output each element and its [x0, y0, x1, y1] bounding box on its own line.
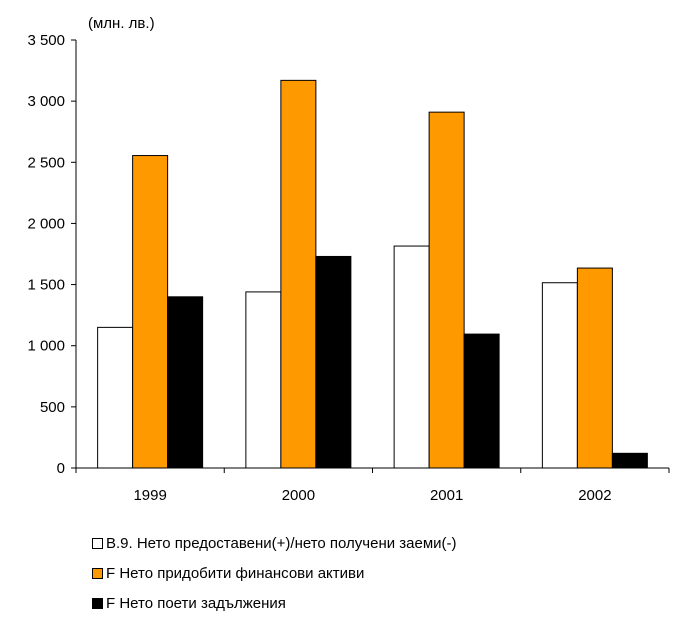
legend-label: F Нето поети задължения	[106, 594, 286, 612]
y-tick-label: 1 500	[27, 277, 65, 294]
bar	[280, 79, 317, 469]
legend-swatch-icon	[92, 537, 103, 549]
unit-label: (млн. лв.)	[88, 15, 155, 32]
y-tick-label: 500	[40, 399, 65, 416]
y-tick-label: 3 500	[27, 32, 65, 49]
bar	[245, 291, 282, 469]
y-tick-label: 2 500	[27, 154, 65, 171]
legend-item: B.9. Нето предоставени(+)/нето получени …	[92, 528, 457, 558]
bar-chart: (млн. лв.) 0 500 1 000 1 500 2 000 2 500 3 000…	[27, 15, 670, 504]
x-tick-label: 2001	[430, 487, 463, 504]
legend-item: F Нето придобити финансови активи	[92, 558, 457, 588]
y-tick-label: 1 000	[27, 338, 65, 355]
bar	[97, 326, 134, 469]
legend-label: F Нето придобити финансови активи	[106, 564, 365, 582]
x-axis: 1999 2000 2001 2002	[75, 467, 670, 504]
bar	[167, 296, 204, 469]
legend-swatch-icon	[92, 597, 103, 609]
bars	[97, 79, 648, 469]
bar	[463, 333, 500, 469]
bar	[132, 155, 169, 469]
bar	[428, 111, 465, 469]
y-axis: 0 500 1 000 1 500 2 000 2 500 3 000 3 500	[27, 32, 77, 477]
legend-swatch-icon	[92, 567, 103, 579]
bar	[611, 452, 648, 469]
y-tick-label: 2 000	[27, 215, 65, 232]
x-tick-label: 1999	[133, 487, 166, 504]
x-tick-label: 2002	[578, 487, 611, 504]
bar	[393, 245, 430, 469]
bar	[576, 267, 613, 469]
y-tick-label: 0	[57, 460, 65, 477]
y-tick-label: 3 000	[27, 93, 65, 110]
x-tick-label: 2000	[282, 487, 315, 504]
legend: B.9. Нето предоставени(+)/нето получени …	[92, 528, 457, 618]
legend-item: F Нето поети задължения	[92, 588, 457, 618]
bar	[541, 282, 578, 469]
bar	[315, 255, 352, 469]
legend-label: B.9. Нето предоставени(+)/нето получени …	[106, 534, 457, 552]
